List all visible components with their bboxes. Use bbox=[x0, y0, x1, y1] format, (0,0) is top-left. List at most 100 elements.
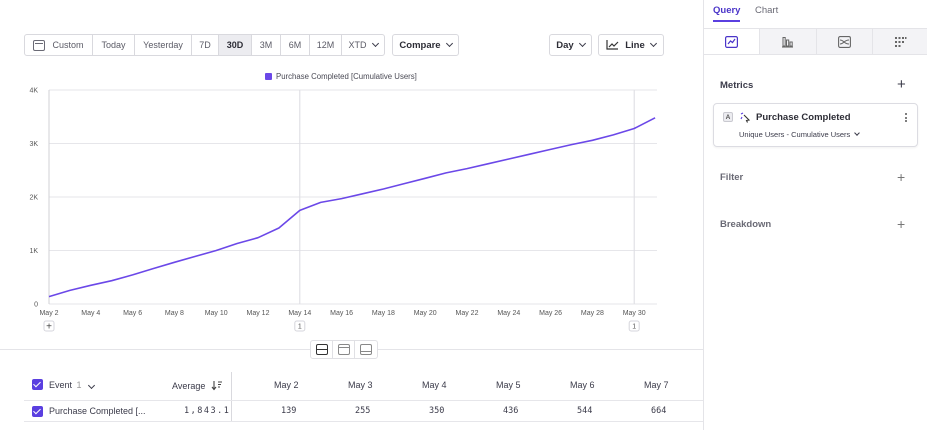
layout-table-only-button[interactable] bbox=[355, 341, 377, 358]
data-point bbox=[192, 253, 198, 259]
more-options-icon[interactable] bbox=[903, 112, 909, 124]
chevron-down-icon bbox=[649, 39, 657, 48]
table-row[interactable]: Purchase Completed [... 1,843.1 139 255 … bbox=[24, 400, 703, 422]
3m-button[interactable]: 3M bbox=[252, 35, 281, 55]
value-cell: 664 bbox=[651, 406, 667, 416]
x-tick-label: May 8 bbox=[165, 310, 184, 317]
custom-date-button[interactable]: Custom bbox=[25, 35, 93, 55]
x-tick-label: May 28 bbox=[581, 310, 604, 317]
line-chart[interactable]: 0 1K 2K 3K 4K May 2 May 4 May 6 May 8 May 10 May 1… bbox=[0, 80, 703, 340]
x-tick-label: May 26 bbox=[539, 310, 562, 317]
filter-section-title: Filter bbox=[720, 172, 744, 183]
main-pane: Custom Today Yesterday 7D 30D 3M 6M 12M … bbox=[0, 0, 703, 430]
metric-measure-dropdown[interactable]: Unique Users - Cumulative Users bbox=[739, 130, 861, 139]
event-column-header[interactable]: Event 1 bbox=[49, 380, 96, 390]
x-tick-label: May 22 bbox=[456, 310, 479, 317]
annotation-marker[interactable] bbox=[628, 320, 640, 332]
panel-tabs: Query Chart bbox=[704, 0, 927, 25]
x-tick-label: May 4 bbox=[81, 310, 100, 317]
split-layout-icon bbox=[315, 344, 328, 355]
x-tick-label: May 30 bbox=[623, 310, 646, 317]
add-breakdown-button[interactable]: + bbox=[897, 216, 906, 232]
data-point bbox=[443, 170, 449, 176]
sort-descending-icon[interactable] bbox=[211, 380, 223, 391]
add-annotation-button[interactable] bbox=[43, 320, 55, 332]
x-tick-label: May 12 bbox=[247, 310, 270, 317]
x-tick-label: May 10 bbox=[205, 310, 228, 317]
interval-dropdown[interactable]: Day bbox=[549, 34, 592, 56]
tab-query[interactable]: Query bbox=[713, 5, 741, 22]
today-button[interactable]: Today bbox=[93, 35, 135, 55]
30d-button[interactable]: 30D bbox=[219, 35, 252, 55]
data-point bbox=[297, 207, 303, 213]
event-name-cell: Purchase Completed [... bbox=[49, 406, 146, 416]
data-point bbox=[67, 287, 73, 293]
data-point bbox=[213, 248, 219, 254]
data-point bbox=[527, 151, 533, 157]
data-point bbox=[401, 181, 407, 187]
data-point bbox=[464, 166, 470, 172]
x-tick-label: May 2 bbox=[39, 310, 58, 317]
funnels-view-button[interactable] bbox=[760, 29, 817, 54]
data-point bbox=[422, 175, 428, 181]
date-column-header[interactable]: May 6 bbox=[570, 380, 595, 390]
date-column-header[interactable]: May 7 bbox=[644, 380, 669, 390]
flows-icon bbox=[837, 35, 851, 48]
y-tick-label: 4K bbox=[29, 88, 38, 95]
chevron-down-icon bbox=[854, 130, 861, 136]
layout-split-button[interactable] bbox=[311, 341, 333, 358]
7d-button[interactable]: 7D bbox=[192, 35, 219, 55]
layout-toggle bbox=[310, 340, 378, 359]
xtd-dropdown[interactable]: XTD bbox=[342, 35, 384, 55]
y-tick-label: 2K bbox=[29, 195, 38, 202]
date-column-header[interactable]: May 2 bbox=[274, 380, 299, 390]
add-filter-button[interactable]: + bbox=[897, 169, 906, 185]
12m-button[interactable]: 12M bbox=[310, 35, 342, 55]
data-point bbox=[234, 241, 240, 247]
retention-grid-icon bbox=[894, 36, 907, 47]
flows-view-button[interactable] bbox=[817, 29, 873, 54]
compare-dropdown[interactable]: Compare bbox=[392, 34, 459, 56]
annotation-count: 1 bbox=[298, 324, 302, 331]
value-cell: 139 bbox=[281, 406, 297, 416]
data-point bbox=[485, 161, 491, 167]
date-range-toolbar: Custom Today Yesterday 7D 30D 3M 6M 12M … bbox=[24, 34, 385, 56]
data-point bbox=[151, 265, 157, 271]
column-divider[interactable] bbox=[231, 372, 232, 422]
date-column-header[interactable]: May 3 bbox=[348, 380, 373, 390]
chart-legend[interactable]: Purchase Completed [Cumulative Users] bbox=[265, 72, 417, 81]
data-point bbox=[255, 235, 261, 241]
data-point bbox=[610, 132, 616, 138]
metric-event-name[interactable]: Purchase Completed bbox=[756, 112, 851, 123]
calendar-icon bbox=[33, 39, 46, 51]
average-column-header[interactable]: Average bbox=[172, 380, 223, 391]
6m-button[interactable]: 6M bbox=[281, 35, 310, 55]
select-all-checkbox[interactable] bbox=[32, 379, 43, 390]
date-column-header[interactable]: May 5 bbox=[496, 380, 521, 390]
yesterday-button[interactable]: Yesterday bbox=[135, 35, 192, 55]
y-tick-label: 1K bbox=[29, 248, 38, 255]
data-point bbox=[652, 115, 658, 121]
top-panel-icon bbox=[337, 344, 350, 355]
legend-swatch bbox=[265, 73, 272, 80]
x-tick-label: May 20 bbox=[414, 310, 437, 317]
layout-chart-only-button[interactable] bbox=[333, 341, 355, 358]
insights-view-button[interactable] bbox=[704, 29, 761, 54]
add-metric-button[interactable]: + bbox=[897, 76, 906, 93]
series-line[interactable] bbox=[48, 117, 656, 298]
date-column-header[interactable]: May 4 bbox=[422, 380, 447, 390]
retention-view-button[interactable] bbox=[873, 29, 927, 54]
data-point bbox=[569, 142, 575, 148]
chart-type-dropdown[interactable]: Line bbox=[598, 34, 664, 56]
tab-chart[interactable]: Chart bbox=[755, 5, 779, 16]
line-chart-icon bbox=[606, 40, 619, 50]
chevron-down-icon bbox=[578, 39, 586, 48]
data-point bbox=[589, 137, 595, 143]
metrics-section-title: Metrics bbox=[720, 80, 754, 91]
annotation-marker[interactable] bbox=[294, 320, 306, 332]
bottom-panel-icon bbox=[360, 344, 372, 355]
data-point bbox=[339, 196, 345, 202]
metric-card[interactable]: A Purchase Completed Unique Users - Cumu… bbox=[713, 103, 918, 147]
visualization-picker bbox=[704, 28, 927, 55]
row-checkbox[interactable] bbox=[32, 406, 43, 417]
